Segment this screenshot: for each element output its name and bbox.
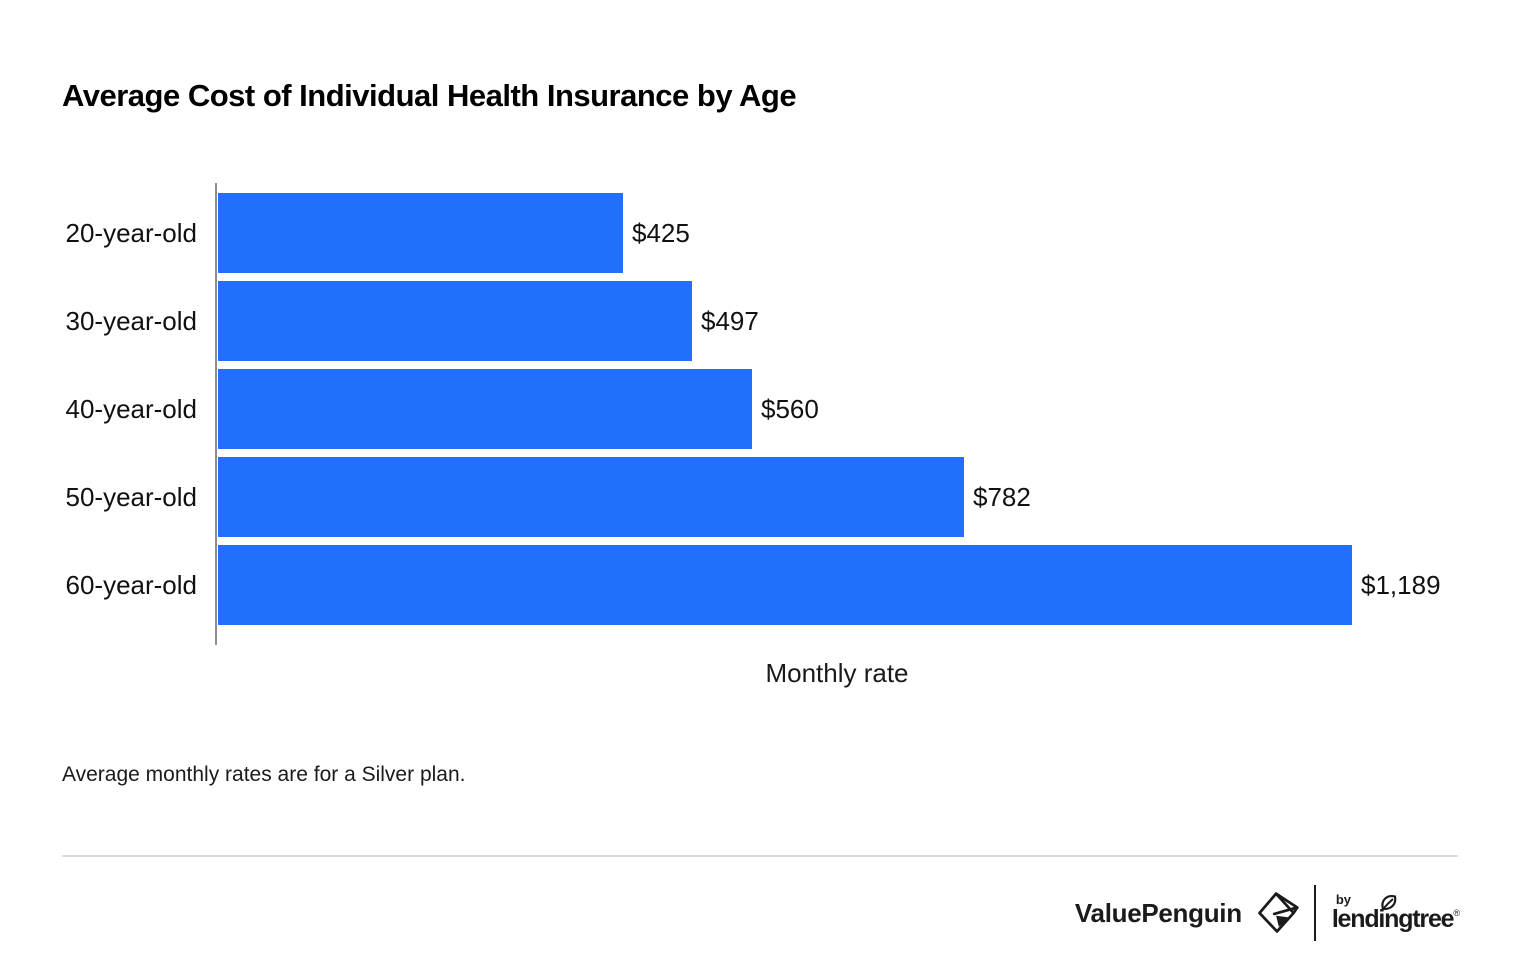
trademark-symbol: ® (1453, 907, 1460, 918)
category-label: 30-year-old (65, 305, 197, 336)
valuepenguin-wordmark: ValuePenguin (1074, 897, 1242, 928)
category-label: 40-year-old (65, 393, 197, 424)
footer-divider (62, 855, 1458, 857)
bar-row: 40-year-old $560 (0, 369, 1520, 449)
bar-row: 50-year-old $782 (0, 457, 1520, 537)
value-label: $560 (761, 393, 819, 424)
category-label: 60-year-old (65, 569, 197, 600)
value-label: $425 (632, 217, 690, 248)
bar (218, 193, 623, 273)
category-label: 50-year-old (65, 481, 197, 512)
chart-title: Average Cost of Individual Health Insura… (62, 78, 797, 113)
value-label: $1,189 (1361, 569, 1441, 600)
bar (218, 457, 964, 537)
valuepenguin-origami-icon (1257, 892, 1299, 933)
bar-row: 20-year-old $425 (0, 193, 1520, 273)
value-label: $497 (701, 305, 759, 336)
bar-row: 60-year-old $1,189 (0, 545, 1520, 625)
footnote: Average monthly rates are for a Silver p… (62, 763, 466, 786)
bar (218, 369, 752, 449)
leaf-icon (1381, 894, 1397, 910)
x-axis-label: Monthly rate (765, 658, 909, 688)
lendingtree-logo: by lendingtree ® (1332, 893, 1460, 934)
bar-rows: 20-year-old $425 30-year-old $497 40-year-ol… (0, 193, 1520, 633)
footer-logos: ValuePenguin by lendingtree ® (1075, 883, 1460, 943)
bar (218, 545, 1352, 625)
category-label: 20-year-old (65, 217, 197, 248)
by-label: by (1335, 891, 1351, 907)
bar (218, 281, 692, 361)
lendingtree-wordmark: lendingtree (1331, 904, 1455, 933)
bar-row: 30-year-old $497 (0, 281, 1520, 361)
y-axis-line (215, 183, 217, 645)
bar-chart: 20-year-old $425 30-year-old $497 40-year-ol… (0, 183, 1520, 688)
logo-separator (1313, 885, 1316, 941)
value-label: $782 (973, 481, 1031, 512)
